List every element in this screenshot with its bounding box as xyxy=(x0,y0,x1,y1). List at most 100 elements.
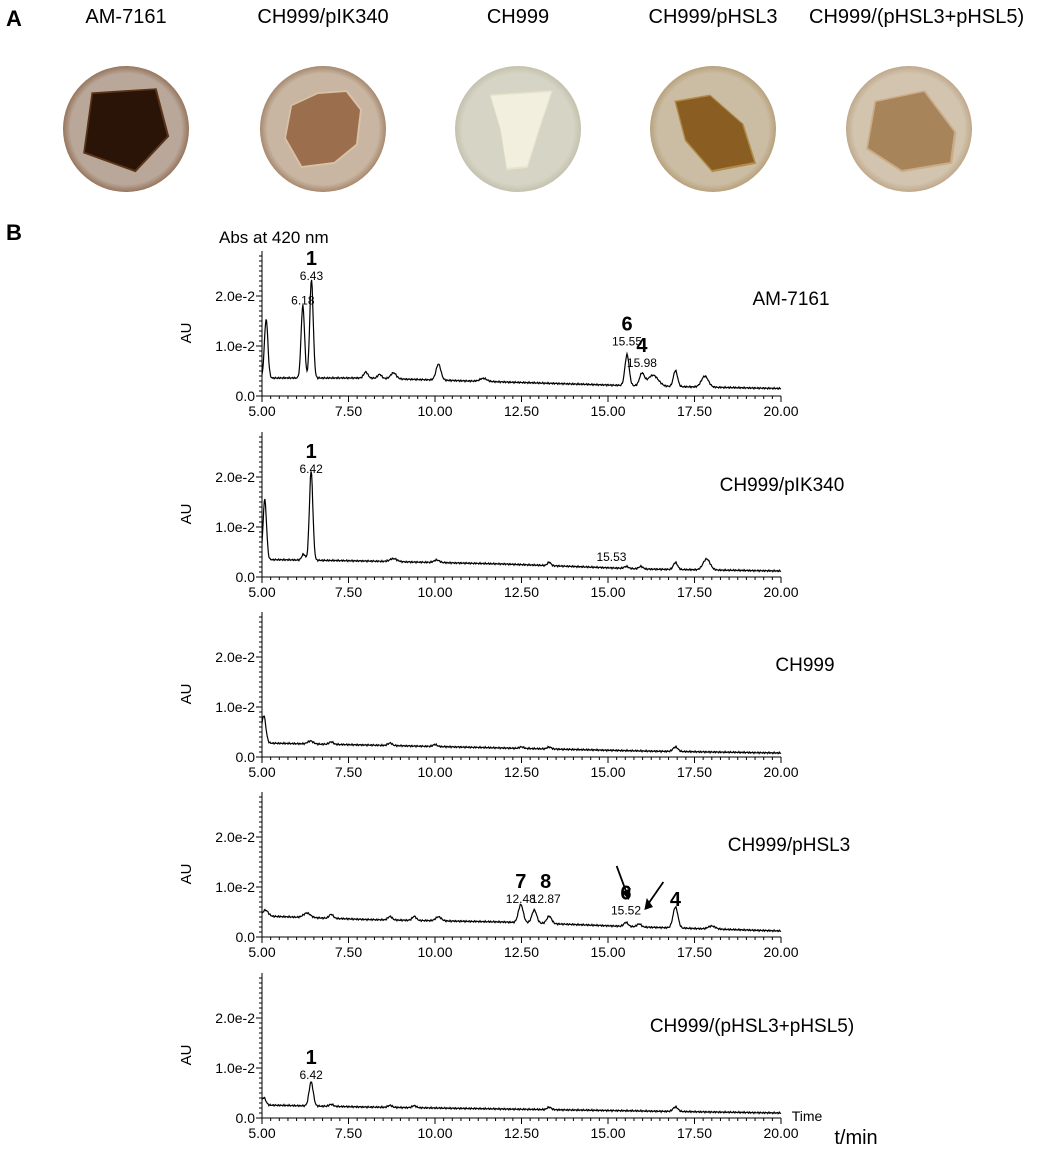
x-tick-label: 15.00 xyxy=(590,944,625,960)
colony-label: CH999/pIK340 xyxy=(257,6,389,28)
y-tick-label: 0.0 xyxy=(236,388,256,404)
x-tick-label: 5.00 xyxy=(248,403,275,419)
compound-number-label: 1 xyxy=(306,248,317,270)
x-tick-label: 12.50 xyxy=(504,403,539,419)
x-tick-label: 17.50 xyxy=(677,1125,712,1141)
colony-ochre-icon xyxy=(650,66,776,192)
y-tick-label: 1.0e-2 xyxy=(215,338,255,354)
chromatogram-trace xyxy=(261,715,782,755)
x-tick-label: 5.00 xyxy=(248,764,275,780)
panel-b-letter: B xyxy=(6,220,22,245)
x-tick-label: 7.50 xyxy=(335,584,362,600)
absorbance-label: Abs at 420 nm xyxy=(219,228,329,247)
y-tick-label: 1.0e-2 xyxy=(215,1060,255,1076)
peak-time-label: 6.42 xyxy=(299,462,323,476)
x-tick-label: 12.50 xyxy=(504,584,539,600)
chart-title: CH999 xyxy=(775,655,834,676)
peak-time-label: 12.87 xyxy=(531,892,561,906)
colony-dark-brown-icon xyxy=(63,66,189,192)
arrow-line xyxy=(646,881,665,907)
compound-number-label: 1 xyxy=(306,1047,317,1069)
compound-number-label: 7 xyxy=(515,871,526,893)
chromatogram-trace xyxy=(261,903,782,933)
y-tick-label: 0.0 xyxy=(236,569,256,585)
colony-light-brown-icon xyxy=(260,66,386,192)
x-tick-label: 12.50 xyxy=(504,1125,539,1141)
x-tick-label: 10.00 xyxy=(417,944,452,960)
y-tick-label: 1.0e-2 xyxy=(215,699,255,715)
colony-white-icon xyxy=(455,66,581,192)
x-tick-label: 7.50 xyxy=(335,403,362,419)
chart-title: AM-7161 xyxy=(752,289,829,310)
y-tick-label: 0.0 xyxy=(236,749,256,765)
y-axis-label: AU xyxy=(178,323,195,344)
compound-number-label: 4 xyxy=(670,889,682,911)
x-tick-label: 17.50 xyxy=(677,403,712,419)
x-tick-label: 20.00 xyxy=(763,764,798,780)
x-tick-label: 12.50 xyxy=(504,944,539,960)
time-axis-label: Time xyxy=(792,1108,823,1124)
compound-number-label: 6 xyxy=(621,314,632,336)
x-tick-label: 7.50 xyxy=(335,1125,362,1141)
peak-time-label: 15.53 xyxy=(596,550,626,564)
y-axis-label: AU xyxy=(178,504,195,525)
y-axis-label: AU xyxy=(178,684,195,705)
colony-tan-icon xyxy=(846,66,972,192)
x-tick-label: 20.00 xyxy=(763,584,798,600)
x-unit-label: t/min xyxy=(834,1127,877,1149)
chart-title: CH999/pHSL3 xyxy=(728,835,851,856)
y-tick-label: 2.0e-2 xyxy=(215,829,255,845)
x-tick-label: 7.50 xyxy=(335,944,362,960)
y-tick-label: 2.0e-2 xyxy=(215,1010,255,1026)
x-tick-label: 15.00 xyxy=(590,403,625,419)
x-tick-label: 10.00 xyxy=(417,584,452,600)
y-axis-label: AU xyxy=(178,1045,195,1066)
x-tick-label: 10.00 xyxy=(417,1125,452,1141)
x-tick-label: 15.00 xyxy=(590,764,625,780)
compound-number-label: 1 xyxy=(306,441,317,463)
peak-time-label: 15.52 xyxy=(611,904,641,918)
x-tick-label: 15.00 xyxy=(590,584,625,600)
x-tick-label: 10.00 xyxy=(417,764,452,780)
y-tick-label: 1.0e-2 xyxy=(215,519,255,535)
colony-label: CH999/(pHSL3+pHSL5) xyxy=(809,6,1025,28)
x-tick-label: 20.00 xyxy=(763,944,798,960)
y-axis-label: AU xyxy=(178,864,195,885)
y-tick-label: 0.0 xyxy=(236,1110,256,1126)
peak-time-label: 6.42 xyxy=(299,1068,323,1082)
peak-time-label: 15.55 xyxy=(612,335,642,349)
y-tick-label: 2.0e-2 xyxy=(215,288,255,304)
x-tick-label: 20.00 xyxy=(763,403,798,419)
y-tick-label: 1.0e-2 xyxy=(215,879,255,895)
compound-number-label: 8 xyxy=(540,871,551,893)
peak-time-label: 15.98 xyxy=(627,356,657,370)
x-tick-label: 5.00 xyxy=(248,584,275,600)
chromatogram-trace xyxy=(261,1081,782,1115)
peak-time-label: 6.18 xyxy=(291,294,315,308)
chart-title: CH999/pIK340 xyxy=(720,475,845,496)
x-tick-label: 10.00 xyxy=(417,403,452,419)
x-tick-label: 17.50 xyxy=(677,764,712,780)
peak-time-label: 12.48 xyxy=(506,892,536,906)
x-tick-label: 17.50 xyxy=(677,944,712,960)
panel-a-letter: A xyxy=(6,6,22,31)
arrow-head xyxy=(621,888,631,900)
x-tick-label: 20.00 xyxy=(763,1125,798,1141)
x-tick-label: 17.50 xyxy=(677,584,712,600)
chromatogram-trace xyxy=(261,279,782,391)
x-tick-label: 12.50 xyxy=(504,764,539,780)
colony-label: CH999/pHSL3 xyxy=(648,6,778,28)
chromatogram-trace xyxy=(261,471,782,573)
x-tick-label: 5.00 xyxy=(248,944,275,960)
arrow-line xyxy=(615,865,628,895)
peak-time-label: 6.43 xyxy=(300,269,324,283)
chart-title: CH999/(pHSL3+pHSL5) xyxy=(650,1016,854,1037)
y-tick-label: 2.0e-2 xyxy=(215,649,255,665)
y-tick-label: 0.0 xyxy=(236,929,256,945)
colony-label: AM-7161 xyxy=(85,6,167,28)
arrow-head xyxy=(644,898,653,910)
compound-number-label: 4 xyxy=(636,335,648,357)
x-tick-label: 5.00 xyxy=(248,1125,275,1141)
x-tick-label: 15.00 xyxy=(590,1125,625,1141)
